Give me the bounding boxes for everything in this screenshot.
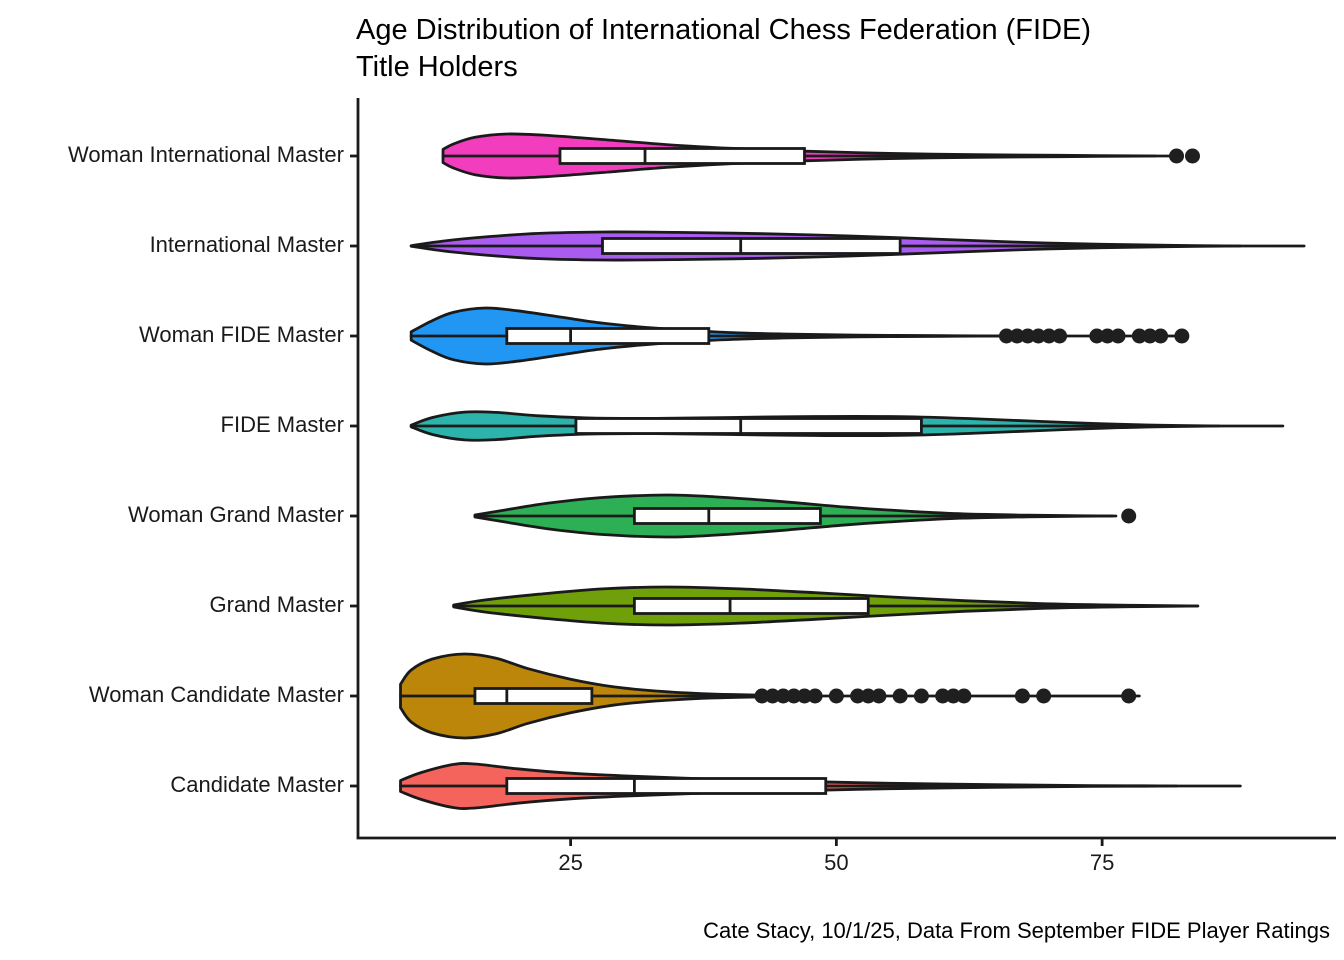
y-axis-label-grand-master: Grand Master [209,592,345,617]
box [632,597,870,615]
outlier-dot [860,688,876,704]
outlier-dot [775,688,791,704]
outlier-dot [1142,328,1158,344]
outlier-dot [1020,328,1036,344]
y-axis-label-international-master: International Master [149,232,344,257]
y-axis-label-fide-master: FIDE Master [220,412,344,437]
box [505,777,828,795]
x-axis-tick-label: 50 [824,850,849,875]
box [601,237,902,255]
outlier-dot [828,688,844,704]
outlier-dot [913,688,929,704]
outlier-dot [765,688,781,704]
outlier-dot [807,688,823,704]
outlier-dot [850,688,866,704]
outlier-dot [1030,328,1046,344]
y-axis-label-woman-international-master: Woman International Master [68,142,344,167]
outlier-dot [1131,328,1147,344]
violin-group-fide-master [409,410,1285,442]
violin-group-woman-fide-master [409,306,1190,366]
outlier-dot [1169,148,1185,164]
outlier-dot [1009,328,1025,344]
outlier-dot [786,688,802,704]
box [473,687,594,705]
violin-group-woman-candidate-master [399,652,1141,740]
x-axis-tick-label: 25 [558,850,583,875]
outlier-dot [945,688,961,704]
outlier-dot [754,688,770,704]
violin-group-candidate-master [399,762,1242,810]
violin-group-woman-international-master [441,132,1200,180]
outlier-dot [1052,328,1068,344]
y-axis-label-candidate-master: Candidate Master [170,772,344,797]
chart-title-line1: Age Distribution of International Chess … [356,14,1092,46]
box [632,507,822,525]
outlier-dot [1099,328,1115,344]
outlier-dot [998,328,1014,344]
outlier-dot [935,688,951,704]
violin-group-international-master [409,230,1306,262]
outlier-dot [1121,688,1137,704]
outlier-dot [1036,688,1052,704]
axes [350,98,1336,846]
outlier-dot [1110,328,1126,344]
chart-caption: Cate Stacy, 10/1/25, Data From September… [703,918,1330,943]
outlier-dot [871,688,887,704]
outlier-dot [1174,328,1190,344]
violin-group-woman-grand-master [473,493,1137,539]
outlier-dot [1041,328,1057,344]
chart-title-line2: Title Holders [356,51,518,83]
violin-group-grand-master [452,585,1200,627]
outlier-dot [1014,688,1030,704]
chart-title: Age Distribution of International Chess … [356,12,1091,86]
y-axis-label-woman-grand-master: Woman Grand Master [127,502,344,527]
outlier-dot [1153,328,1169,344]
y-axis-label-woman-fide-master: Woman FIDE Master [139,322,344,347]
outlier-dot [1121,508,1137,524]
box [505,327,711,345]
x-axis-tick-label: 75 [1089,850,1115,875]
outlier-dot [1089,328,1105,344]
outlier-dot [892,688,908,704]
box [574,417,923,435]
outlier-dot [796,688,812,704]
outlier-dot [1184,148,1200,164]
y-axis-label-woman-candidate-master: Woman Candidate Master [88,682,344,707]
outlier-dot [956,688,972,704]
box [558,147,806,165]
